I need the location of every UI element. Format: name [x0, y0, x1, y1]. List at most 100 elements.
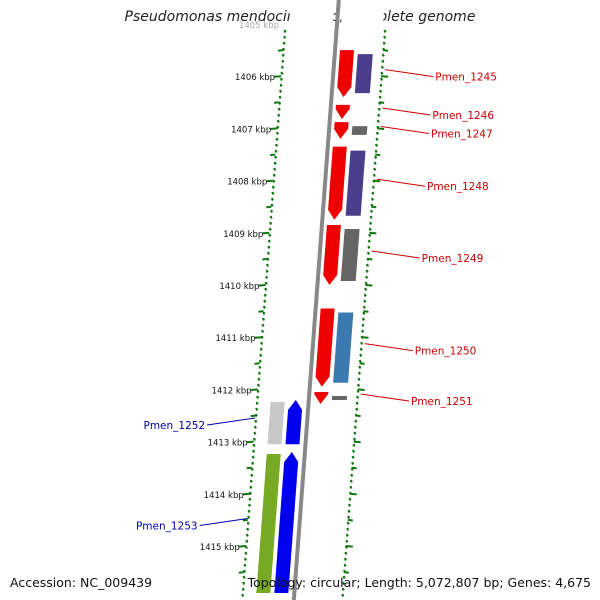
ruler-dot: [269, 215, 273, 219]
ruler-ticks: 1405 kbp 1406 kbp 1407 kbp 1408 kbp 1409 kbp…: [200, 21, 389, 597]
ruler-dot: [283, 29, 287, 33]
cds-arrow: [328, 146, 347, 220]
genome-backbone: [245, 0, 385, 600]
ruler-tick: [250, 388, 258, 391]
kbp-label: 1409 kbp: [223, 230, 263, 240]
cog-bar: [331, 396, 348, 401]
ruler-dot: [279, 89, 283, 93]
label-leader: [364, 343, 413, 352]
ruler-dot: [278, 95, 282, 99]
ruler-dot: [383, 35, 387, 39]
ruler-dot: [381, 59, 385, 63]
ruler-dot: [255, 401, 259, 405]
ruler-tick: [238, 545, 246, 548]
kbp-label: 1413 kbp: [208, 439, 248, 449]
ruler-dot: [261, 329, 265, 333]
ruler-dot: [342, 575, 346, 579]
ruler-dot: [274, 149, 278, 153]
label-leader: [199, 518, 248, 527]
ruler-dot: [267, 245, 271, 249]
label-leader: [380, 125, 430, 134]
ruler-dot: [246, 527, 250, 531]
label-leader: [382, 107, 431, 116]
ruler-dot: [357, 371, 361, 375]
ruler-tick: [273, 75, 282, 78]
ruler-dot: [354, 419, 358, 423]
cds-arrow: [323, 224, 341, 285]
ruler-dot: [280, 65, 284, 69]
label-leader: [385, 69, 434, 78]
ruler-dot: [368, 227, 372, 231]
ruler-dot: [347, 509, 351, 513]
ruler-dot: [261, 317, 265, 321]
ruler-tick: [379, 101, 385, 104]
ruler-tick: [242, 492, 250, 496]
kbp-label: 1407 kbp: [231, 125, 271, 135]
ruler-dot: [361, 323, 365, 327]
ruler-tick: [361, 336, 369, 339]
ruler-dot: [365, 275, 369, 279]
ruler-dot: [274, 143, 279, 147]
ruler-dot: [277, 113, 281, 117]
ruler-dot: [364, 281, 368, 285]
cog-bar: [340, 228, 360, 281]
ruler-dot: [271, 185, 275, 189]
ruler-dot: [351, 455, 355, 459]
gene-bar: [256, 454, 281, 593]
ruler-dot: [244, 551, 248, 555]
kbp-label: 1406 kbp: [235, 73, 275, 83]
ruler-tick: [270, 127, 278, 130]
ruler-dot: [367, 245, 371, 249]
ruler-dot: [242, 575, 246, 579]
label-leader: [371, 250, 420, 259]
ruler-dot: [355, 401, 359, 405]
ruler-dot: [341, 587, 345, 591]
kbp-label: 1408 kbp: [227, 178, 267, 188]
ruler-dot: [259, 347, 263, 351]
ruler-tick: [258, 310, 264, 313]
ruler-dot: [366, 251, 370, 255]
ruler-dot: [249, 479, 253, 483]
ruler-dot: [353, 425, 357, 429]
ruler-dot: [276, 119, 280, 123]
ruler-dot: [282, 47, 286, 51]
ruler-tick: [365, 284, 373, 287]
ruler-dot: [356, 395, 360, 399]
ruler-dot: [349, 485, 353, 489]
ruler-dot: [374, 155, 378, 159]
minus-track: [297, 0, 385, 600]
ruler-dot: [375, 131, 379, 135]
ruler-dot: [349, 479, 353, 483]
gene-features: [256, 50, 373, 593]
ruler-dot: [266, 251, 270, 255]
ruler-dot: [264, 287, 268, 291]
ruler-tick: [369, 231, 377, 235]
ruler-dot: [365, 269, 369, 273]
kbp-label: 1415 kbp: [200, 543, 240, 553]
ruler-dot: [256, 383, 261, 387]
ruler-dot: [257, 377, 261, 381]
ruler-dot: [253, 431, 257, 435]
ruler-dot: [277, 107, 281, 111]
ruler-tick: [367, 257, 373, 261]
ruler-dot: [350, 473, 354, 477]
label-leader: [360, 393, 410, 402]
ruler-dot: [361, 317, 365, 321]
ruler-tick: [380, 75, 389, 78]
ruler-dot: [361, 329, 365, 333]
ruler-dot: [265, 275, 269, 279]
ruler-dot: [268, 227, 272, 231]
ruler-tick: [246, 466, 252, 470]
ruler-tick: [355, 414, 361, 418]
ruler-dot: [362, 311, 366, 315]
ruler-dot: [379, 77, 383, 81]
ruler-dot: [343, 557, 347, 561]
ruler-dot: [373, 161, 377, 165]
ruler-tick: [373, 179, 381, 183]
ruler-dot: [374, 149, 378, 153]
ruler-dot: [260, 335, 264, 339]
ruler-dot: [356, 383, 361, 387]
ruler-dot: [281, 59, 285, 63]
ruler-dot: [362, 305, 366, 309]
